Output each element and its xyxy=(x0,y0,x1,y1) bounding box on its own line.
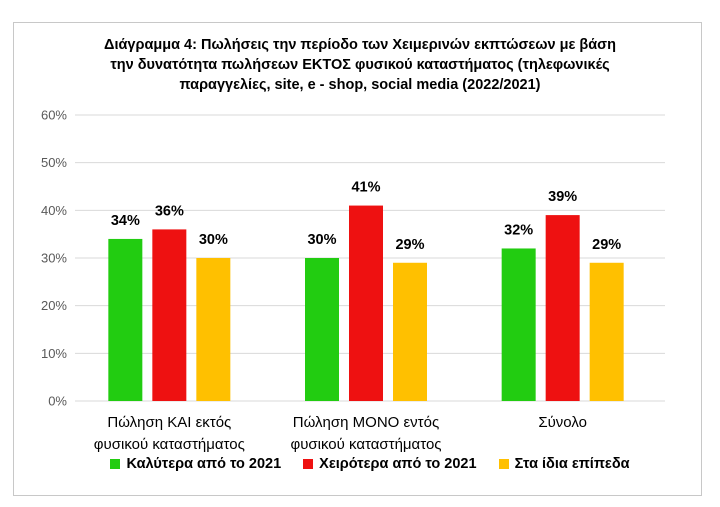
chart-title-line-1: Διάγραμμα 4: Πωλήσεις την περίοδο των Χε… xyxy=(104,37,616,53)
legend-label-better: Καλύτερα από το 2021 xyxy=(126,456,282,472)
data-label: 41% xyxy=(351,180,380,196)
bar xyxy=(501,248,536,401)
data-label: 30% xyxy=(199,232,228,248)
legend-label-worse: Χειρότερα από το 2021 xyxy=(319,456,477,472)
legend-item-same: Στα ίδια επίπεδα xyxy=(498,456,630,472)
y-tick-label: 60% xyxy=(41,108,67,123)
data-label: 39% xyxy=(548,189,577,205)
category-label: Σύνολο xyxy=(538,414,587,431)
data-label: 32% xyxy=(504,222,533,238)
bar xyxy=(108,238,143,401)
data-label: 29% xyxy=(592,237,621,253)
y-tick-label: 10% xyxy=(41,346,67,361)
bar xyxy=(152,229,187,401)
legend-label-same: Στα ίδια επίπεδα xyxy=(514,456,630,472)
y-tick-label: 50% xyxy=(41,155,67,170)
category-label: Πώληση ΚΑΙ εκτός xyxy=(107,414,231,431)
legend-swatch-same xyxy=(498,459,509,469)
data-label: 30% xyxy=(307,232,336,248)
bar xyxy=(349,205,383,401)
category-label: φυσικού καταστήματος xyxy=(290,436,441,453)
legend-item-worse: Χειρότερα από το 2021 xyxy=(303,456,477,472)
legend-item-better: Καλύτερα από το 2021 xyxy=(110,456,281,472)
y-tick-label: 20% xyxy=(41,298,67,313)
chart-title-line-2: την δυνατότητα πωλήσεων ΕΚΤΟΣ φυσικού κα… xyxy=(110,57,610,73)
y-tick-label: 40% xyxy=(41,203,67,218)
bar xyxy=(589,262,624,401)
category-label: φυσικού καταστήματος xyxy=(94,436,245,453)
data-label: 34% xyxy=(111,213,140,229)
legend: Καλύτερα από το 2021 Χειρότερα από το 20… xyxy=(60,456,680,472)
legend-swatch-worse xyxy=(303,459,314,469)
data-label: 29% xyxy=(395,237,424,253)
bar xyxy=(545,215,580,401)
bar xyxy=(196,258,231,401)
bar xyxy=(393,262,427,401)
chart-title-line-3: παραγγελίες, site, e - shop, social medi… xyxy=(179,77,541,93)
legend-swatch-better xyxy=(110,459,121,469)
y-tick-label: 0% xyxy=(48,394,67,409)
chart-title: Διάγραμμα 4: Πωλήσεις την περίοδο των Χε… xyxy=(20,35,700,95)
bar xyxy=(305,258,339,401)
y-tick-label: 30% xyxy=(41,251,67,266)
category-label: Πώληση ΜΟΝΟ εντός xyxy=(293,414,439,431)
data-label: 36% xyxy=(155,203,184,219)
